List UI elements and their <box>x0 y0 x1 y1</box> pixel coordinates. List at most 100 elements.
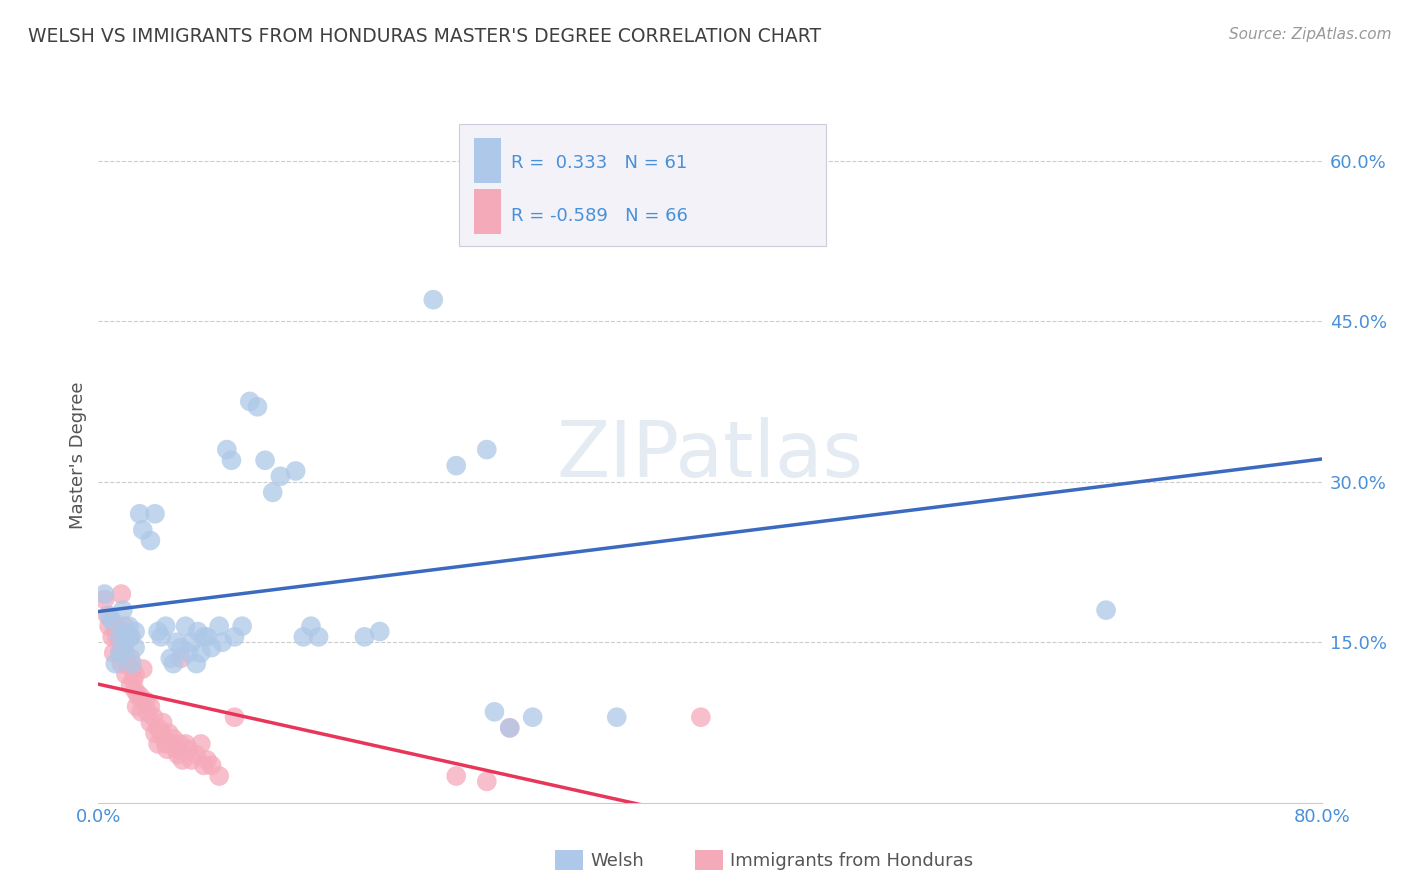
Point <box>139 699 162 714</box>
Point <box>195 630 218 644</box>
Point <box>146 721 169 735</box>
Point <box>239 394 262 409</box>
Point <box>129 705 152 719</box>
Point <box>177 646 200 660</box>
Point <box>368 624 391 639</box>
Point <box>132 662 155 676</box>
Point <box>167 747 190 762</box>
Point <box>117 630 139 644</box>
Point <box>112 646 135 660</box>
Point <box>101 614 124 628</box>
Point <box>522 710 544 724</box>
Point <box>170 640 193 655</box>
Point <box>224 710 246 724</box>
Point <box>110 657 132 671</box>
Point <box>143 507 166 521</box>
Point <box>689 710 711 724</box>
Point <box>135 694 157 708</box>
Point <box>162 731 184 746</box>
Point <box>132 523 155 537</box>
Point <box>124 667 146 681</box>
Point <box>121 662 143 676</box>
Point <box>484 705 506 719</box>
Point <box>146 624 169 639</box>
Point <box>142 710 165 724</box>
Point <box>180 753 202 767</box>
Point <box>122 673 145 687</box>
Point <box>190 646 212 660</box>
Point <box>190 737 212 751</box>
Point <box>146 737 169 751</box>
Point <box>162 657 184 671</box>
Point <box>105 630 128 644</box>
Point <box>152 715 174 730</box>
Point <box>157 726 180 740</box>
Point <box>120 630 142 644</box>
Point <box>200 640 222 655</box>
Y-axis label: Master's Degree: Master's Degree <box>69 381 87 529</box>
Point <box>108 630 131 644</box>
Point <box>172 753 194 767</box>
Point <box>193 758 215 772</box>
Point <box>269 469 291 483</box>
Point <box>444 769 467 783</box>
Point <box>101 630 124 644</box>
Point <box>174 619 197 633</box>
Point <box>193 630 215 644</box>
Point <box>353 630 375 644</box>
Point <box>155 737 177 751</box>
Point <box>299 619 322 633</box>
Text: R =  0.333   N = 61: R = 0.333 N = 61 <box>510 154 688 172</box>
Point <box>169 737 191 751</box>
Point <box>127 689 149 703</box>
Point <box>200 758 222 772</box>
Point <box>93 587 115 601</box>
Point <box>689 196 711 211</box>
Point <box>136 705 159 719</box>
Text: WELSH VS IMMIGRANTS FROM HONDURAS MASTER'S DEGREE CORRELATION CHART: WELSH VS IMMIGRANTS FROM HONDURAS MASTER… <box>28 27 821 45</box>
Point <box>139 533 162 548</box>
Point <box>110 587 132 601</box>
Point <box>159 737 181 751</box>
Text: Welsh: Welsh <box>591 852 644 870</box>
Point <box>186 747 208 762</box>
Point <box>93 592 115 607</box>
Point <box>153 731 176 746</box>
Point <box>499 721 522 735</box>
Point <box>132 694 155 708</box>
Point <box>180 635 202 649</box>
Point <box>108 630 131 644</box>
Point <box>117 657 139 671</box>
Point <box>308 630 330 644</box>
Point <box>143 726 166 740</box>
Point <box>112 619 135 633</box>
Point <box>115 667 138 681</box>
Point <box>284 464 307 478</box>
Point <box>606 710 628 724</box>
Point <box>159 651 181 665</box>
Point <box>215 442 238 457</box>
Point <box>195 753 218 767</box>
Point <box>186 657 208 671</box>
Point <box>98 619 121 633</box>
Text: Source: ZipAtlas.com: Source: ZipAtlas.com <box>1229 27 1392 42</box>
Point <box>155 619 177 633</box>
Point <box>150 630 173 644</box>
Text: ZIPatlas: ZIPatlas <box>557 417 863 493</box>
Point <box>112 624 135 639</box>
Point <box>128 689 150 703</box>
Point <box>231 619 253 633</box>
Point <box>1095 603 1118 617</box>
Point <box>112 640 135 655</box>
Point <box>187 624 209 639</box>
Point <box>254 453 277 467</box>
Point <box>499 721 522 735</box>
Point <box>104 619 127 633</box>
Point <box>475 774 498 789</box>
Point <box>117 630 139 644</box>
Point <box>221 453 243 467</box>
Point <box>124 624 146 639</box>
Text: Immigrants from Honduras: Immigrants from Honduras <box>730 852 973 870</box>
Point <box>120 678 142 692</box>
Point <box>165 742 187 756</box>
